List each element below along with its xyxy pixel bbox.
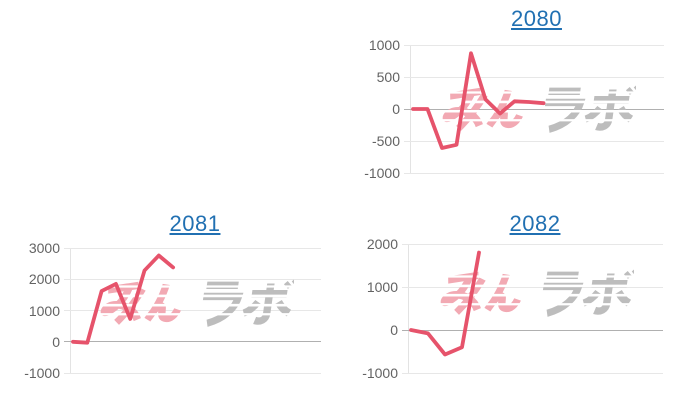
y-tick-label: 3000 xyxy=(28,240,60,256)
y-tick-label: 1000 xyxy=(28,302,60,319)
data-line xyxy=(411,51,546,150)
chart-title-row: 2082 xyxy=(408,211,662,237)
y-tick-label: -1000 xyxy=(362,365,398,381)
chart-2082: 2082 2000 1000 0 -1000 xyxy=(350,200,700,400)
zero-gridline xyxy=(402,329,663,331)
gridline xyxy=(64,372,321,374)
y-tick-label: 1000 xyxy=(368,37,400,53)
y-tick-label: 2000 xyxy=(28,271,60,288)
gridline xyxy=(64,278,321,280)
gridline xyxy=(64,247,321,249)
chart-plot-2081 xyxy=(64,247,321,374)
y-tick-label: -1000 xyxy=(364,165,400,181)
chart-title-row: 2081 xyxy=(70,211,320,237)
gridline xyxy=(64,310,321,311)
y-tick-label: 0 xyxy=(52,333,60,350)
gridline xyxy=(404,172,664,174)
y-tick-label: 2000 xyxy=(366,236,398,252)
y-tick-label: 500 xyxy=(376,69,400,85)
chart-plot-2080 xyxy=(404,44,664,174)
data-line xyxy=(71,253,175,345)
chart-2080: 2080 1000 500 0 -500 -1000 xyxy=(350,0,700,200)
gridline xyxy=(404,44,664,46)
chart-2081: 2081 3000 2000 1000 0 -1000 xyxy=(0,200,350,400)
chart-link-2082[interactable]: 2082 xyxy=(509,211,561,236)
chart-title-row: 2080 xyxy=(410,6,663,32)
y-tick-label: -500 xyxy=(371,133,400,149)
y-tick-label: 1000 xyxy=(366,279,398,295)
gridline xyxy=(402,243,663,245)
chart-link-2081[interactable]: 2081 xyxy=(169,211,221,236)
y-tick-label: 0 xyxy=(390,322,398,338)
chart-link-2080[interactable]: 2080 xyxy=(511,6,562,31)
gridline xyxy=(404,76,664,78)
zero-gridline xyxy=(64,341,321,343)
gridline xyxy=(404,140,664,142)
chart-plot-2082 xyxy=(402,243,663,374)
gridline xyxy=(402,286,663,288)
data-line xyxy=(409,250,481,357)
zero-gridline xyxy=(404,108,664,110)
y-tick-label: -1000 xyxy=(24,365,60,381)
y-tick-label: 0 xyxy=(392,101,400,117)
gridline xyxy=(402,372,663,374)
